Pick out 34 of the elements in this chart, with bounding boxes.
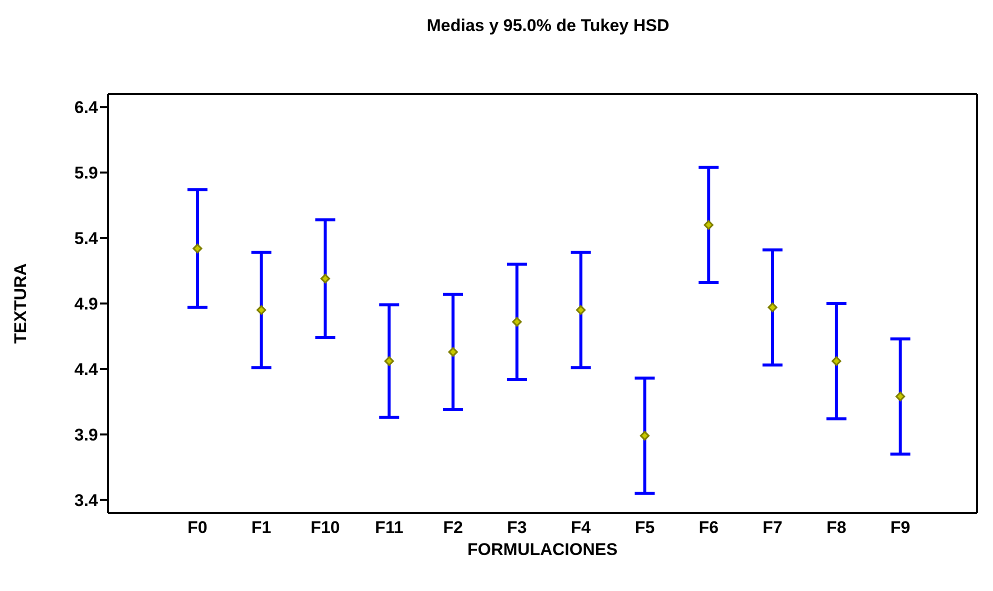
y-tick-label: 3.4 [74, 490, 99, 510]
y-tick-label: 4.9 [74, 294, 98, 314]
point [512, 317, 522, 327]
point [704, 220, 714, 230]
x-tick-label: F2 [443, 518, 463, 538]
y-tick-label: 5.9 [74, 164, 98, 183]
point [384, 356, 394, 366]
point [320, 274, 330, 284]
x-axis-title: FORMULACIONES [467, 540, 618, 559]
x-tick-label: F9 [890, 518, 910, 538]
chart-title: Medias y 95.0% de Tukey HSD [426, 16, 670, 36]
x-tick-label: F0 [188, 518, 208, 538]
x-tick-label: F11 [374, 518, 404, 538]
point [576, 305, 586, 315]
x-tick-label: F7 [762, 518, 782, 538]
point [832, 356, 842, 366]
point [192, 244, 202, 254]
x-tick-label: F1 [251, 518, 272, 538]
y-tick-label: 6.4 [74, 98, 99, 118]
x-tick-label: F10 [310, 518, 340, 538]
point [256, 305, 266, 315]
x-tick-label: F6 [698, 518, 719, 538]
y-tick-label: 5.4 [74, 229, 99, 248]
point [448, 347, 458, 357]
x-tick-label: F4 [570, 518, 592, 538]
point [640, 430, 650, 441]
x-tick-label: F3 [507, 518, 527, 538]
x-tick-label: F8 [826, 518, 846, 538]
point [768, 302, 778, 312]
point [896, 392, 906, 402]
y-axis-title: TEXTURA [11, 263, 30, 344]
x-tick-label: F5 [634, 518, 655, 538]
y-tick-label: 4.4 [74, 360, 99, 380]
y-tick-label: 3.9 [74, 425, 98, 444]
